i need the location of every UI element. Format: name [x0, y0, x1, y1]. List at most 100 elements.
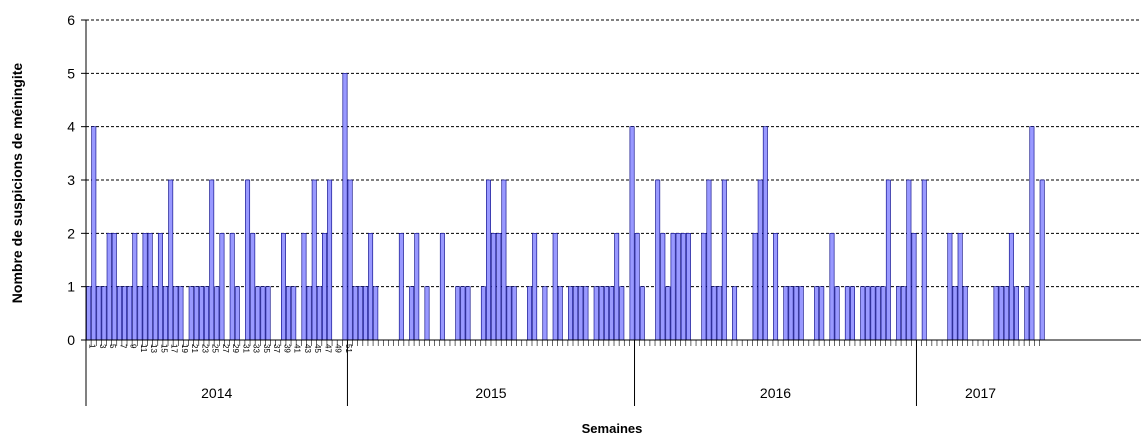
week-tick-label: 1: [88, 344, 97, 349]
week-tick-label: 23: [200, 344, 209, 353]
week-tick-label: 45: [313, 344, 322, 353]
bar-2017-w18: [1003, 286, 1009, 341]
bar-2016-w26: [762, 126, 768, 341]
bar-2016-w16: [711, 286, 717, 341]
bar-2015-w54: [619, 286, 625, 341]
week-tick-label: 37: [272, 344, 281, 353]
bar-2015-w14: [414, 233, 420, 341]
bar-2016-w30: [783, 286, 789, 341]
bar-2016-w49: [880, 286, 886, 341]
bar-2016-w36: [814, 286, 820, 341]
bar-2015-w13: [409, 286, 415, 341]
bar-2014-w47: [322, 233, 327, 341]
bar-2017-w25: [1039, 179, 1045, 341]
bar-2016-w25: [757, 179, 763, 341]
bar-2015-w16: [424, 286, 430, 341]
bar-2016-w18: [721, 179, 727, 341]
bar-2016-w24: [752, 233, 758, 341]
bar-2014-w45: [311, 179, 317, 341]
bar-2017-w10: [962, 286, 968, 341]
bar-2015-w29: [491, 233, 497, 341]
week-tick-label: 15: [159, 344, 168, 353]
bar-2016-w28: [773, 233, 779, 341]
bar-2014-w21: [188, 286, 194, 341]
week-tick-label: 13: [149, 344, 158, 353]
bar-2016-w42: [844, 286, 850, 341]
bar-2015-w36: [527, 286, 532, 341]
bar-2016-w53: [901, 286, 907, 341]
bar-2015-w37: [532, 233, 538, 341]
bar-2014-w30: [234, 286, 240, 341]
week-tick-label: 19: [180, 344, 189, 353]
bar-2014-w40: [286, 286, 292, 341]
bar-series: [86, 73, 1045, 341]
bar-2016-w8: [670, 233, 676, 341]
bar-2015-w33: [511, 286, 517, 341]
bar-2014-w27: [219, 233, 225, 341]
bar-2016-w39: [829, 233, 835, 341]
bar-2016-w7: [665, 286, 671, 341]
bar-2015-w47: [583, 286, 589, 341]
bar-2017-w22: [1024, 286, 1030, 341]
bar-2016-w40: [834, 286, 840, 341]
week-tick-label: 5: [108, 344, 117, 349]
y-tick-label: 0: [67, 332, 75, 348]
bar-2015-w31: [501, 179, 507, 341]
bar-2016-w1: [634, 233, 640, 341]
y-tick-label: 2: [67, 225, 75, 241]
bar-2015-w27: [480, 286, 486, 341]
week-tick-label: 29: [231, 344, 240, 353]
bar-2014-w15: [157, 233, 163, 341]
bar-2014-w11: [137, 286, 143, 341]
x-tick-labels: 1 3 5 7 9 11 13 15 17 19 21 23 25 27 29 31 33 35 37 39 41 43 4…: [85, 340, 1040, 353]
bar-2016-w50: [885, 179, 891, 341]
week-tick-label: 25: [211, 344, 220, 353]
bar-2016-w33: [798, 286, 804, 341]
week-tick-label: 51: [344, 344, 353, 353]
year-labels: 2014 2015 2016 2017: [201, 385, 996, 401]
bar-2016-w2: [639, 286, 645, 341]
y-axis-label: Nombre de suspicions de méningite: [9, 63, 25, 304]
bar-2014-w26: [214, 286, 220, 341]
bar-2017-w16: [993, 286, 999, 341]
bar-2015-w42: [557, 286, 563, 341]
bar-2014-w13: [147, 233, 153, 341]
bar-2014-w46: [316, 286, 322, 341]
week-tick-label: 33: [252, 344, 261, 353]
bar-2016-w31: [788, 286, 794, 341]
bar-2016-w46: [865, 286, 871, 341]
bar-2017-w8: [952, 286, 958, 341]
bar-2014-w29: [229, 233, 235, 341]
bar-2015-w23: [460, 286, 466, 341]
bar-2016-w6: [660, 233, 666, 341]
bar-2014-w48: [327, 179, 333, 341]
bar-2014-w24: [204, 286, 210, 341]
bar-2015-w46: [578, 286, 584, 341]
week-tick-label: 7: [118, 344, 127, 349]
bar-2014-w2: [91, 126, 97, 341]
bar-2014-w32: [245, 179, 251, 341]
week-tick-label: 35: [262, 344, 271, 353]
year-label-2015: 2015: [475, 385, 506, 401]
week-tick-label: 11: [139, 344, 148, 353]
bar-2016-w5: [655, 179, 661, 341]
bar-2015-w24: [465, 286, 471, 341]
bar-2017-w19: [1008, 233, 1014, 341]
bar-2015-w45: [573, 286, 579, 341]
gridlines: [86, 19, 1141, 288]
bar-2016-w52: [896, 286, 902, 341]
bar-2014-w41: [291, 286, 297, 341]
bar-2015-w53: [614, 233, 620, 341]
bar-2015-w6: [373, 286, 379, 341]
week-tick-label: 47: [323, 344, 332, 353]
bar-2015-w28: [486, 179, 491, 341]
bar-2014-w9: [127, 286, 133, 341]
bar-2014-w10: [132, 233, 138, 341]
bar-2015-w41: [552, 233, 558, 341]
bar-2015-w49: [593, 286, 599, 341]
week-tick-label: 17: [170, 344, 179, 353]
bar-2016-w48: [875, 286, 881, 341]
bar-2015-w50: [598, 286, 604, 341]
bar-2014-w34: [255, 286, 261, 341]
